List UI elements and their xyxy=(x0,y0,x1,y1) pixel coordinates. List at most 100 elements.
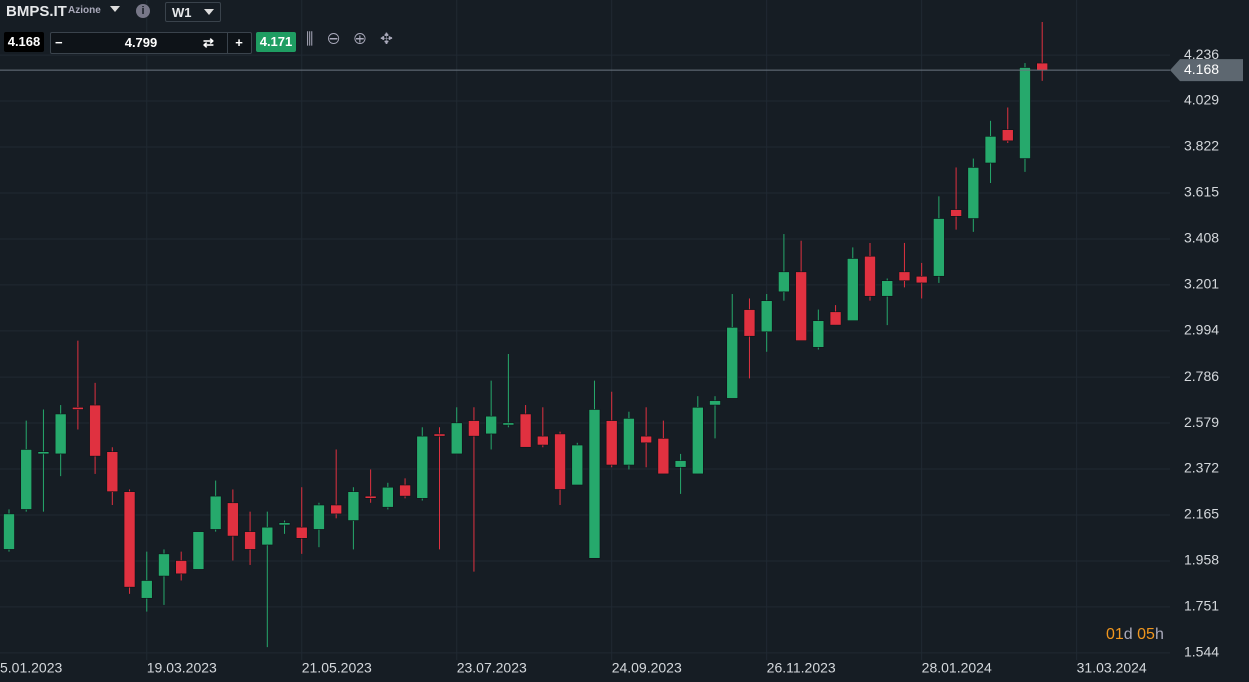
candle-body xyxy=(709,400,721,406)
candle-body xyxy=(623,418,635,466)
x-tick-label: 19.03.2023 xyxy=(147,660,217,676)
x-tick-label: 28.01.2024 xyxy=(922,660,992,676)
candle-body xyxy=(915,275,928,284)
hours-unit: h xyxy=(1154,626,1164,643)
y-tick-label: 3.822 xyxy=(1184,138,1219,154)
candle-body xyxy=(1036,62,1048,71)
y-tick-label: 4.236 xyxy=(1184,46,1219,62)
candle-body xyxy=(72,406,84,410)
chart-tools[interactable]: ⫼⊖⊕✥ xyxy=(306,31,407,48)
candle-body xyxy=(864,255,876,297)
last-price-tag xyxy=(1170,59,1243,82)
candle-body xyxy=(640,435,652,444)
quantity-box: − 4.799 ⇄ + xyxy=(50,32,252,54)
y-tick-label: 4.029 xyxy=(1184,92,1219,108)
y-tick-label: 3.408 xyxy=(1184,230,1219,246)
symbol[interactable]: BMPS.IT xyxy=(6,3,67,20)
candle-body xyxy=(760,300,773,333)
timeframe-arrow xyxy=(204,9,214,15)
candle-body xyxy=(881,280,894,297)
bid-price[interactable]: 4.168 xyxy=(4,32,44,52)
candle-body xyxy=(519,413,532,448)
candle-body xyxy=(726,327,739,399)
candle-body xyxy=(657,438,670,475)
x-tick-label: 24.09.2023 xyxy=(612,660,682,676)
candle-body xyxy=(140,580,153,599)
y-tick-label: 2.579 xyxy=(1184,414,1219,430)
countdown: 01d 05h xyxy=(1106,626,1164,644)
candle-body xyxy=(175,560,187,575)
candle-body xyxy=(967,167,980,219)
candle-body xyxy=(674,460,687,468)
candle-body xyxy=(485,415,497,435)
candle-body xyxy=(984,136,997,164)
candle-body xyxy=(313,504,325,530)
candle-body xyxy=(743,309,756,337)
candle-body xyxy=(588,409,601,559)
candle-body xyxy=(846,258,859,321)
minus-button[interactable]: − xyxy=(55,35,63,50)
candle-body xyxy=(330,504,342,515)
candle-body xyxy=(278,522,291,526)
y-tick-label: 1.751 xyxy=(1184,598,1219,614)
candle-body xyxy=(898,271,911,281)
candle-body xyxy=(571,444,584,486)
candle-body xyxy=(433,433,446,437)
plus-button[interactable]: + xyxy=(227,33,250,53)
candle-body xyxy=(37,451,50,455)
symbol-dropdown[interactable] xyxy=(110,6,120,12)
y-tick-label: 3.201 xyxy=(1184,276,1219,292)
swap-icon[interactable]: ⇄ xyxy=(203,35,214,50)
candle-body xyxy=(829,311,842,326)
candle-body xyxy=(812,320,825,348)
x-tick-label: 31.03.2024 xyxy=(1077,660,1147,676)
candle-body xyxy=(158,553,170,577)
candle-body xyxy=(123,491,136,588)
candle-body xyxy=(295,526,308,539)
candle-body xyxy=(106,451,119,492)
candle-body xyxy=(1019,67,1031,159)
candle-body xyxy=(416,435,429,499)
candle-body xyxy=(347,491,360,521)
candle-body xyxy=(554,433,566,490)
ask-price[interactable]: 4.171 xyxy=(256,32,296,52)
candle-body xyxy=(3,513,15,550)
info-icon[interactable]: i xyxy=(136,4,150,18)
candle-body xyxy=(795,271,807,341)
candle-body xyxy=(1001,129,1014,142)
days: 01 xyxy=(1106,626,1124,643)
y-tick-label: 2.372 xyxy=(1184,460,1219,476)
days-unit: d xyxy=(1123,626,1133,643)
candle-body xyxy=(54,413,67,455)
candle-body xyxy=(691,406,704,475)
candle-body xyxy=(382,486,394,508)
timeframe-select[interactable]: W1 xyxy=(165,2,221,22)
candle-body xyxy=(364,495,377,499)
candle-body xyxy=(209,495,222,530)
candle-body xyxy=(399,484,411,497)
candle-body xyxy=(261,526,274,546)
candle-body xyxy=(468,420,480,437)
candle-body xyxy=(778,271,790,293)
y-tick-label: 2.994 xyxy=(1184,322,1219,338)
quantity[interactable]: 4.799 xyxy=(124,35,158,50)
candle-body xyxy=(537,435,549,446)
candle-body xyxy=(244,531,256,550)
candle-body xyxy=(605,420,618,466)
candle-body xyxy=(89,404,101,457)
candle-body xyxy=(933,218,945,277)
y-tick-label: 2.786 xyxy=(1184,368,1219,384)
candle-body xyxy=(20,449,33,510)
x-tick-label: 23.07.2023 xyxy=(457,660,527,676)
candle-body xyxy=(227,502,239,537)
hours: 05 xyxy=(1137,626,1155,643)
candle-body xyxy=(192,531,205,570)
candle-body xyxy=(502,422,515,426)
candle-body xyxy=(950,209,962,217)
y-tick-label: 1.958 xyxy=(1184,552,1219,568)
candle-body xyxy=(450,422,463,455)
x-tick-label: 26.11.2023 xyxy=(767,660,836,676)
instrument-kind: Azione xyxy=(68,5,101,16)
